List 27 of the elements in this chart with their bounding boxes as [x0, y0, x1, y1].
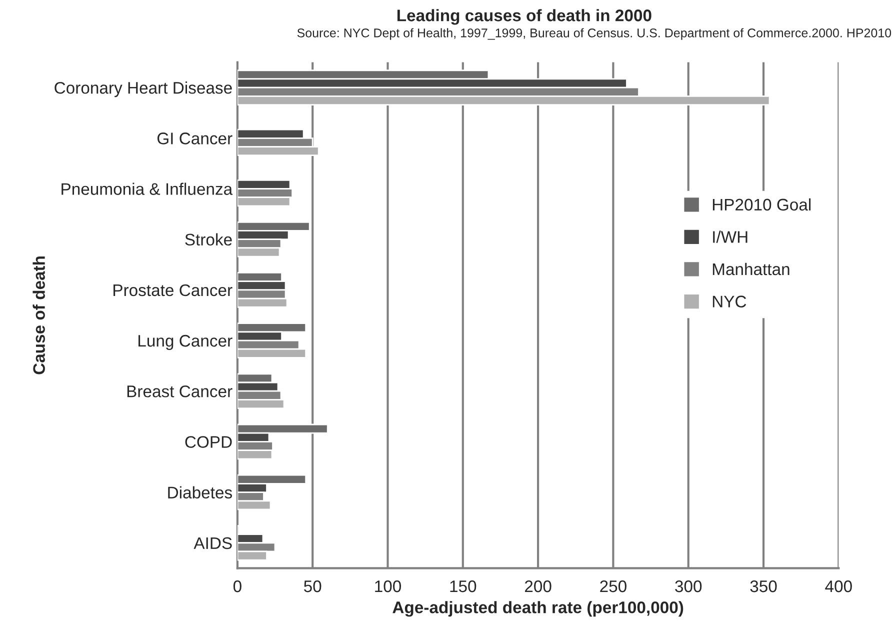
y-tick-label: Lung Cancer	[138, 334, 232, 350]
y-tick-label: COPD	[185, 436, 232, 448]
y-tick-label: AIDS	[194, 537, 232, 550]
y-tick-label: Prostate Cancer	[114, 284, 232, 296]
source-note: Source: NYC Dept of Health, 1997_1999, Bureau of Census. U.S. Department of Commerce.2000. HP2010	[297, 28, 892, 40]
legend-label: Manhattan	[712, 262, 790, 276]
y-tick-label: GI Cancer	[157, 132, 232, 144]
x-tick-label: 100	[375, 580, 401, 592]
x-tick-label: 350	[750, 580, 777, 592]
y-tick-label: Stroke	[185, 233, 232, 246]
y-axis-title: Cause of death	[32, 256, 45, 374]
x-tick-label: 0	[233, 580, 242, 592]
x-tick-label: 250	[600, 580, 626, 592]
x-axis-title: Age-adjusted death rate (per100,000)	[392, 601, 684, 617]
x-tick-label: 300	[675, 580, 702, 592]
x-tick-label: 400	[825, 580, 852, 592]
x-tick-label: 50	[304, 580, 322, 592]
chart-title: Leading causes of death in 2000	[397, 9, 652, 25]
y-tick-label: Diabetes	[168, 486, 232, 498]
legend-label: HP2010 Goal	[712, 198, 811, 211]
x-tick-label: 150	[450, 580, 476, 592]
x-tick-label: 200	[524, 580, 552, 592]
y-tick-label: Pneumonia & Influenza	[62, 182, 233, 195]
y-tick-label: Coronary Heart Disease	[54, 82, 232, 98]
legend-label: NYC	[712, 296, 746, 308]
y-tick-label: Breast Cancer	[127, 386, 232, 398]
legend-label: I/WH	[713, 230, 748, 243]
